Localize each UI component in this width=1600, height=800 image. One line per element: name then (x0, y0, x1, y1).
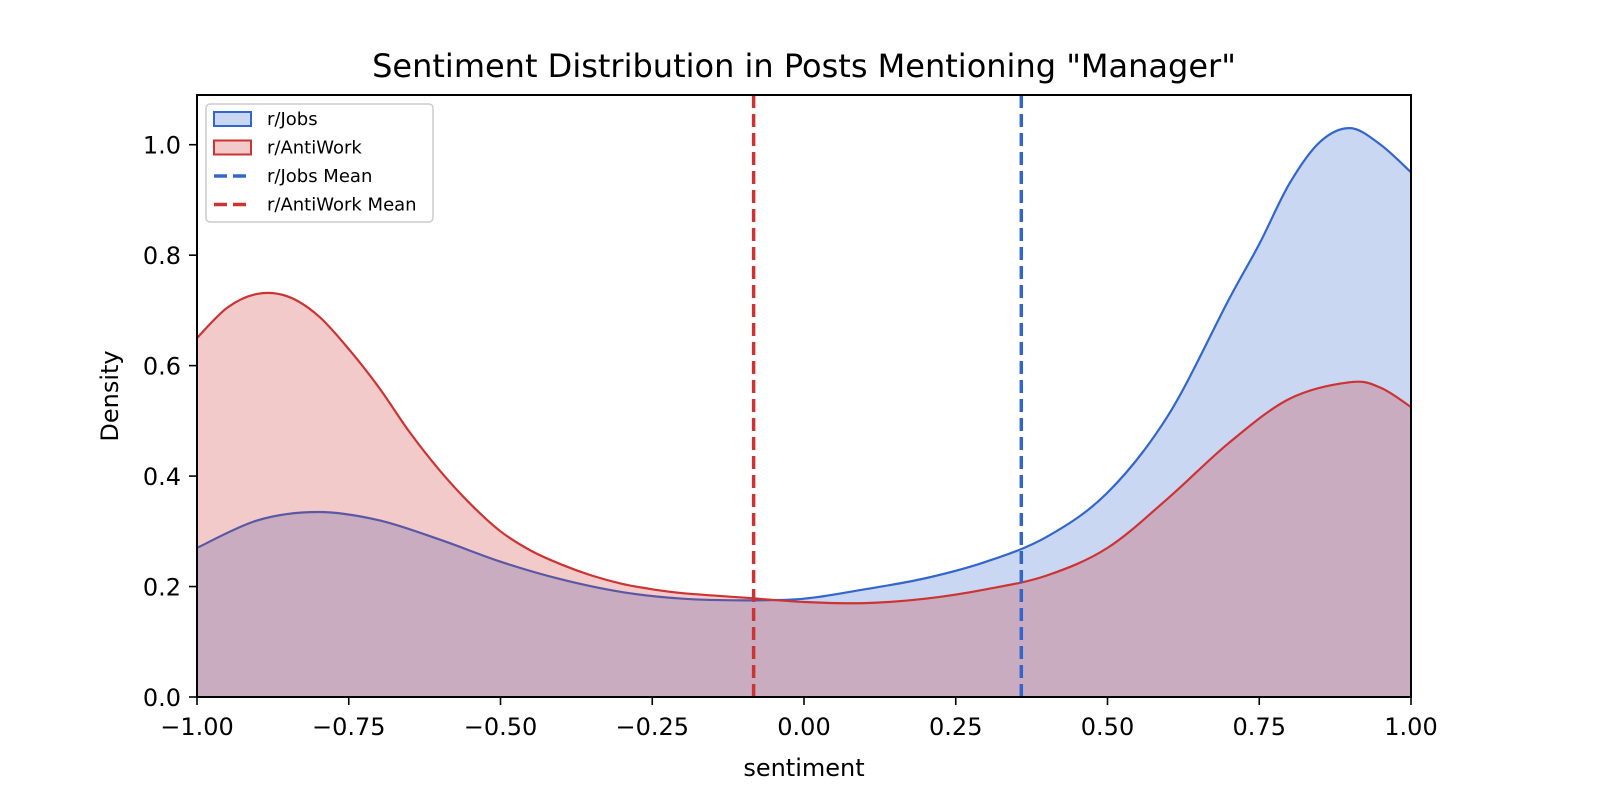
x-tick-label: −0.50 (464, 713, 538, 741)
series-area-r-antiwork (197, 292, 1411, 697)
x-tick-label: −1.00 (160, 713, 234, 741)
legend: r/Jobs r/AntiWork r/Jobs Mean r/AntiWork Me… (205, 103, 434, 223)
y-tick-label: 0.2 (143, 574, 181, 602)
x-tick-label: 0.00 (777, 713, 830, 741)
x-tick-label: −0.25 (615, 713, 689, 741)
series-area-r-jobs (197, 128, 1411, 698)
mean-lines (751, 95, 1024, 697)
series-line-r-jobs (196, 127, 1412, 602)
legend-swatch-r-jobs (213, 111, 252, 127)
x-tick-label: 0.75 (1233, 713, 1286, 741)
y-axis: 0.0 0.2 0.4 0.6 0.8 1.0 (143, 132, 197, 712)
y-tick-label: 0.4 (143, 463, 181, 491)
series-line-r-antiwork (196, 291, 1412, 605)
legend-swatch-r-antiwork (213, 139, 252, 156)
legend-label-r-jobs-mean: r/Jobs Mean (267, 166, 372, 187)
y-tick-label: 1.0 (143, 132, 181, 160)
x-tick-label: 1.00 (1384, 713, 1437, 741)
x-tick-label: −0.75 (312, 713, 386, 741)
legend-label-r-antiwork-mean: r/AntiWork Mean (267, 195, 417, 216)
x-tick-label: 0.50 (1081, 713, 1134, 741)
y-tick-label: 0.6 (143, 353, 181, 381)
x-tick-label: 0.25 (929, 713, 982, 741)
legend-box (205, 103, 434, 223)
x-axis-label: sentiment (743, 754, 864, 782)
legend-label-r-antiwork: r/AntiWork (267, 138, 362, 159)
series-layer (196, 127, 1412, 698)
y-tick-label: 0.0 (143, 684, 181, 712)
y-axis-label: Density (96, 350, 124, 441)
x-axis: −1.00 −0.75 −0.50 −0.25 0.00 0.25 0.50 0.75 1.00 (160, 697, 1438, 741)
y-tick-label: 0.8 (143, 242, 181, 270)
legend-label-r-jobs: r/Jobs (267, 109, 318, 130)
chart-title: Sentiment Distribution in Posts Mentioni… (372, 47, 1236, 85)
